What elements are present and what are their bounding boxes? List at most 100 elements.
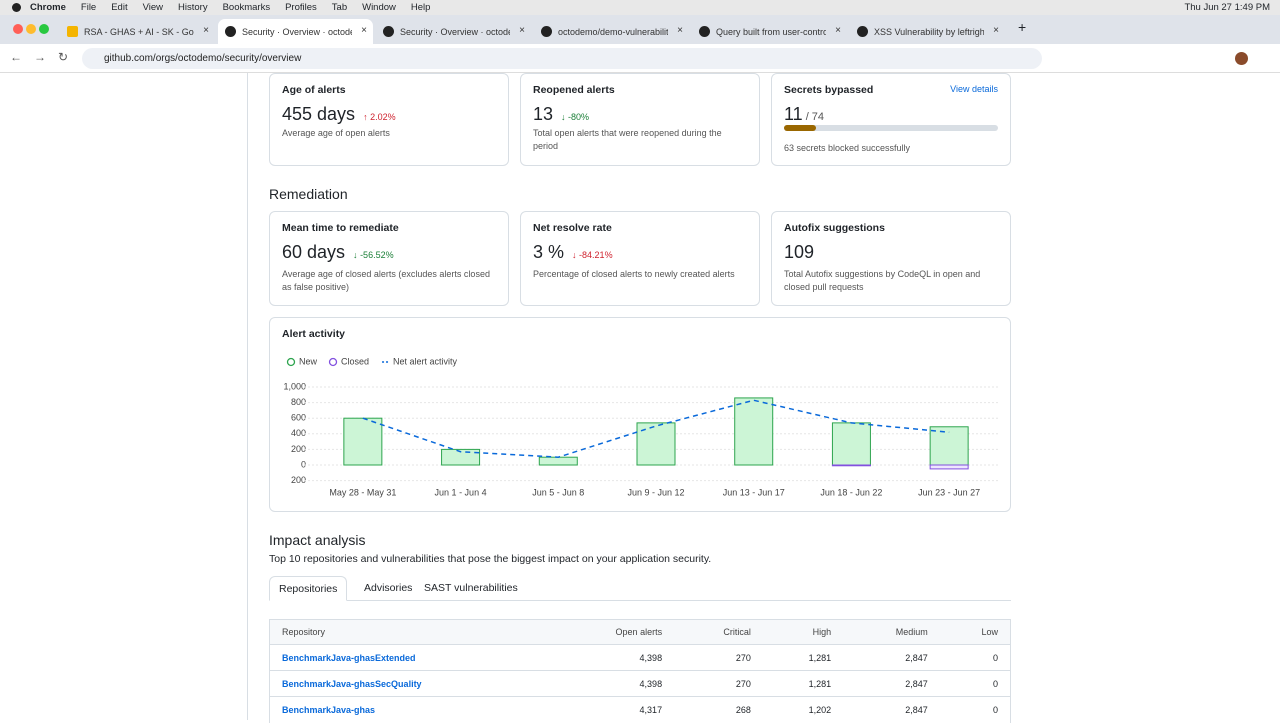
delta-arrow: ↓ (572, 250, 580, 260)
metric-card: Autofix suggestions 109 Total Autofix sugg… (771, 211, 1011, 306)
app-name[interactable]: Chrome (30, 2, 66, 13)
profile[interactable] (1235, 52, 1248, 65)
value: 3 % (533, 242, 565, 262)
cell: 1,281 (762, 670, 844, 697)
x-tick-label: May 28 - May 31 (329, 487, 396, 497)
repo-table: Repository Open alerts Critical High Medium L… (269, 619, 1011, 723)
value: 13 (533, 104, 554, 124)
tab-icon (225, 26, 236, 37)
view-details[interactable]: View details (950, 84, 998, 94)
cell: 4,398 (552, 644, 675, 671)
cell-value: 268 (735, 704, 751, 715)
tab-icon (699, 26, 710, 37)
column-header: High (762, 619, 844, 645)
tab[interactable]: Repositories (269, 576, 348, 601)
delta-arrow: ↑ (363, 112, 371, 122)
browser-tab[interactable]: Security · Overview · octoden × (218, 19, 373, 44)
net-line (362, 399, 950, 458)
new-tab[interactable]: + (1018, 19, 1027, 35)
cell-value: 0 (992, 704, 998, 715)
menu-item[interactable]: View (142, 2, 164, 13)
table-row: BenchmarkJava-ghas 4,317 268 1,202 2,847 0 (269, 696, 1011, 723)
menu-item[interactable]: Tab (331, 2, 348, 13)
cell: BenchmarkJava-ghas (269, 696, 553, 723)
tab-title: octodemo/demo-vulnerabiliti (558, 26, 668, 37)
card-description: Average age of closed alerts (excludes a… (282, 269, 490, 292)
column-header: Low (939, 619, 1011, 645)
x-tick-label: Jun 18 - Jun 22 (820, 487, 882, 497)
column-header: Medium (843, 619, 940, 645)
menu-item[interactable]: Edit (111, 2, 128, 13)
card-value: 455 days ↑ 2.02% (282, 104, 396, 125)
browser-tab[interactable]: octodemo/demo-vulnerabiliti × (534, 19, 689, 44)
x-tick-label: Jun 13 - Jun 17 (723, 487, 785, 497)
legend-label: Closed (341, 356, 369, 366)
cell-value: 2,847 (905, 704, 928, 715)
tab[interactable]: Advisories (364, 582, 413, 594)
tab-title: Security · Overview · octoden (242, 26, 352, 37)
cell: BenchmarkJava-ghasSecQuality (269, 670, 553, 697)
chart-card: Alert activity New Closed Net alert activit… (269, 317, 1011, 512)
delta-value: -84.21% (579, 250, 613, 260)
menu-item[interactable]: Help (410, 2, 431, 13)
browser-tab[interactable]: Security · Overview · octoden × (376, 19, 531, 44)
cell: 270 (674, 670, 763, 697)
cell-value: 0 (992, 652, 998, 663)
menu-item[interactable]: Window (362, 2, 396, 13)
card-value: 3 % ↓ -84.21% (533, 242, 613, 263)
metric-card: Age of alerts 455 days ↑ 2.02% Average age … (269, 73, 509, 166)
cell: 4,398 (552, 670, 675, 697)
y-tick-label: 0 (301, 459, 306, 469)
card-description: Percentage of closed alerts to newly cre… (533, 269, 735, 279)
nav-button[interactable]: ← (10, 50, 22, 64)
url[interactable]: github.com/orgs/octodemo/security/overvi… (82, 48, 1042, 69)
x-tick-label: Jun 5 - Jun 8 (532, 487, 584, 497)
legend-marker (286, 357, 296, 367)
tab[interactable]: SAST vulnerabilities (424, 582, 518, 594)
column-header: Critical (674, 619, 763, 645)
menu-item[interactable]: Profiles (285, 2, 317, 13)
card-title: Reopened alerts (533, 84, 615, 96)
menu-item[interactable]: History (178, 2, 208, 13)
tab-strip: RSA - GHAS + AI - SK - Goog × Security · O… (0, 15, 1280, 44)
window-button (39, 24, 49, 34)
repo-link[interactable]: BenchmarkJava-ghas (282, 704, 376, 715)
delta: ↓ -56.52% (353, 250, 394, 260)
repo-link[interactable]: BenchmarkJava-ghasExtended (282, 652, 416, 663)
cell: 4,317 (552, 696, 675, 723)
nav-button[interactable]: → (34, 50, 46, 64)
x-tick-label: Jun 1 - Jun 4 (435, 487, 487, 497)
repo-link[interactable]: BenchmarkJava-ghasSecQuality (282, 678, 422, 689)
delta-value: 2.02% (370, 112, 396, 122)
metric-card: Net resolve rate 3 % ↓ -84.21% Percentage o… (520, 211, 760, 306)
tab-close: × (361, 25, 367, 36)
tab-icon (541, 26, 552, 37)
card-value: 109 (784, 242, 814, 263)
window-button (13, 24, 23, 34)
bar (343, 417, 383, 466)
menu-item[interactable]: Bookmarks (222, 2, 271, 13)
bar (929, 464, 969, 470)
cell: 0 (939, 644, 1011, 671)
legend-label: New (299, 356, 318, 366)
y-tick-label: 600 (291, 413, 306, 423)
section-heading: Impact analysis (269, 532, 366, 548)
cell: 0 (939, 670, 1011, 697)
chart-title: Alert activity (282, 328, 346, 340)
card-value: 60 days ↓ -56.52% (282, 242, 394, 263)
legend-marker (328, 357, 338, 367)
tab-title: Query built from user-control (716, 26, 826, 37)
browser-tab[interactable]: XSS Vulnerability by leftright × (850, 19, 1005, 44)
browser-tab[interactable]: RSA - GHAS + AI - SK - Goog × (60, 19, 215, 44)
cell: 270 (674, 644, 763, 671)
cell: 0 (939, 696, 1011, 723)
nav-button[interactable]: ↻ (58, 50, 69, 64)
browser-tab[interactable]: Query built from user-control × (692, 19, 847, 44)
bar (929, 426, 969, 466)
apple-icon (12, 3, 21, 12)
bar (734, 397, 774, 466)
cell: 1,281 (762, 644, 844, 671)
menu-item[interactable]: File (80, 2, 97, 13)
card-title: Net resolve rate (533, 222, 612, 234)
tab-icon (67, 26, 78, 37)
